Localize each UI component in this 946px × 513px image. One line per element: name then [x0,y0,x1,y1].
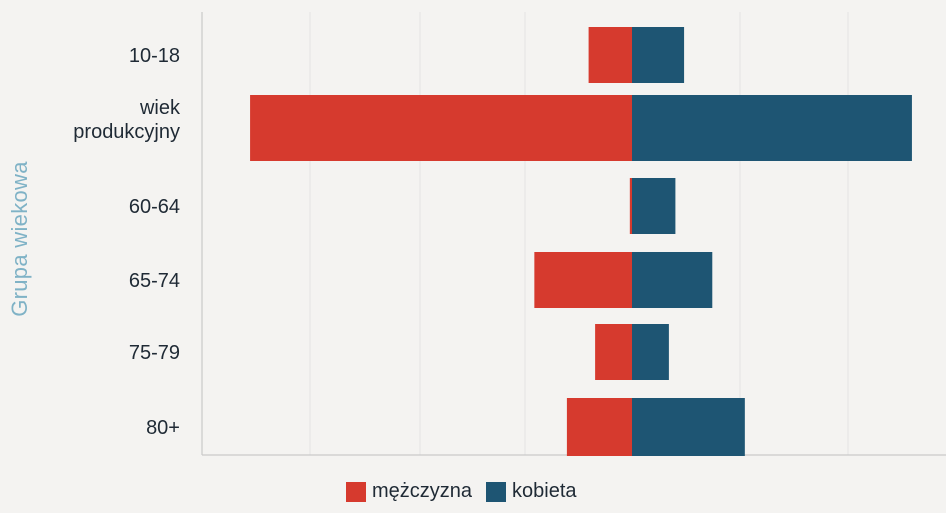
legend: mężczyzna kobieta [346,480,591,503]
legend-item-women: kobieta [486,480,577,503]
bar-men [534,252,632,308]
legend-label-men: mężczyzna [372,480,473,502]
bar-men [588,27,632,83]
legend-item-men: mężczyzna [346,480,472,503]
y-axis-label: Grupa wiekowa [7,161,32,317]
category-label: 75-79 [129,342,180,364]
bar-men [629,178,632,234]
legend-swatch-men [346,481,366,502]
legend-swatch-women [486,481,507,502]
bar-women [632,398,745,456]
bar-women [632,178,676,234]
bar-women [632,324,669,380]
bar-women [632,95,912,161]
category-label: 60-64 [129,196,180,218]
bar-men [595,324,632,380]
category-label: 65-74 [129,270,180,292]
bar-women [632,252,713,308]
bar-men [250,95,632,161]
legend-label-women: kobieta [512,480,577,502]
category-label: 10-18 [129,45,180,67]
bar-men [566,398,632,456]
category-label: wiek produkcyjny [73,97,181,143]
bar-women [632,27,685,83]
category-label: 80+ [146,417,180,439]
